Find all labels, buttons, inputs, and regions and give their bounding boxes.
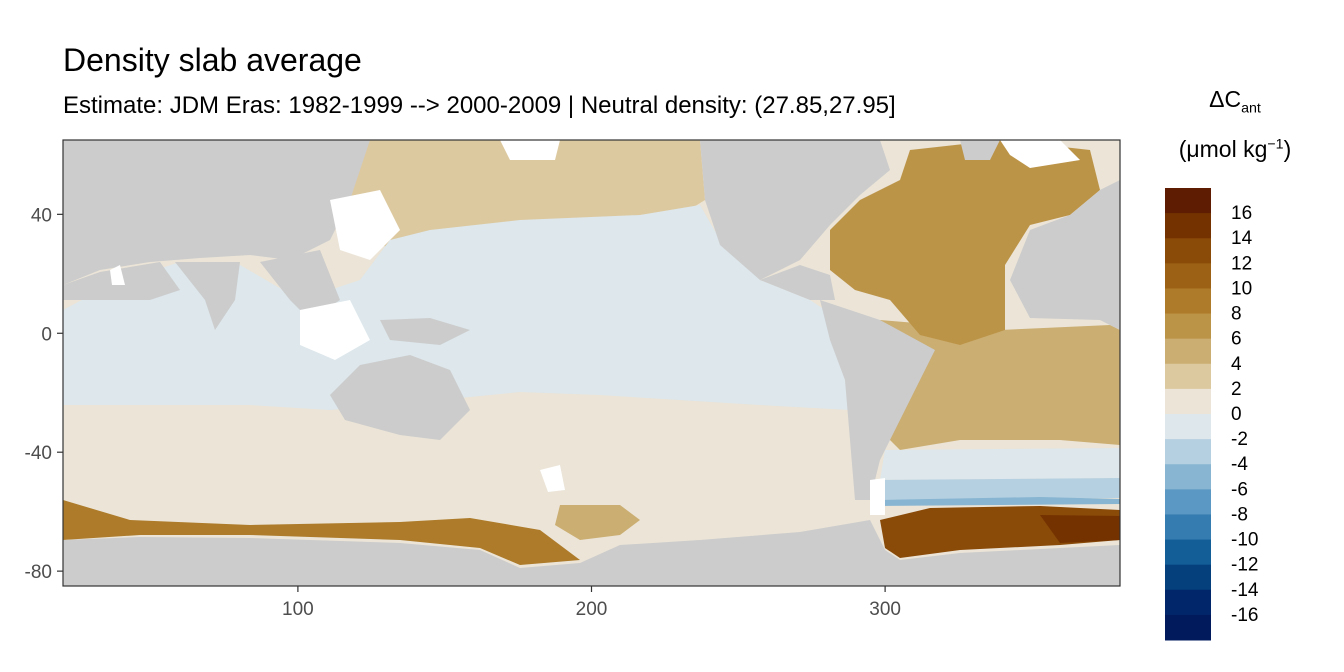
chart-subtitle: Estimate: JDM Eras: 1982-1999 --> 2000-2…	[63, 92, 896, 119]
legend-unit: (μmol kg−1)	[1160, 136, 1310, 163]
legend-swatch	[1165, 313, 1211, 340]
land	[63, 140, 1120, 586]
x-tick-label: 300	[869, 599, 901, 620]
legend-label: -4	[1231, 454, 1248, 475]
legend-label: 0	[1231, 404, 1242, 425]
legend-label: -8	[1231, 504, 1248, 525]
legend-swatch	[1165, 464, 1211, 490]
region-tropical-indo-pacific	[63, 205, 860, 410]
legend-swatch	[1165, 263, 1211, 289]
legend-swatch	[1165, 564, 1211, 591]
x-axis: 100 200 300	[282, 586, 901, 620]
legend-swatch	[1165, 539, 1211, 566]
legend-label: -6	[1231, 479, 1248, 500]
y-tick-label: 0	[41, 324, 52, 345]
legend-swatch	[1165, 338, 1211, 365]
legend-swatch	[1165, 288, 1211, 315]
legend-label: 6	[1231, 329, 1242, 350]
legend-label: 8	[1231, 304, 1242, 325]
legend-unit-suffix: )	[1283, 136, 1292, 162]
legend-swatch	[1165, 388, 1211, 415]
legend-unit-sup: −1	[1267, 136, 1284, 153]
legend: 16 14 12 10 8 6 4 2 0 -2 -4 -6 -8 -10 -12 -14 -16	[1165, 188, 1259, 641]
y-tick-label: 40	[31, 205, 52, 226]
no-data	[110, 140, 1080, 515]
region-weddell-band-light	[880, 448, 1120, 480]
legend-title-main: ΔC	[1209, 86, 1242, 112]
legend-label: 12	[1231, 253, 1252, 274]
region-weddell-band-dark	[878, 497, 1120, 506]
chart-title: Density slab average	[63, 42, 362, 78]
legend-label: 4	[1231, 354, 1242, 375]
legend-swatch	[1165, 188, 1211, 214]
legend-label: 2	[1231, 379, 1242, 400]
region-ross-sea	[555, 505, 640, 540]
legend-label: -12	[1231, 555, 1258, 576]
legend-swatch	[1165, 238, 1211, 264]
legend-swatch	[1165, 614, 1211, 641]
y-tick-label: -40	[25, 443, 52, 464]
legend-label: 14	[1231, 228, 1253, 249]
legend-label: -2	[1231, 429, 1248, 450]
legend-swatch	[1165, 514, 1211, 541]
legend-swatch	[1165, 414, 1211, 440]
y-axis: 40 0 -40 -80	[25, 205, 63, 583]
legend-title: ΔCant	[1160, 86, 1310, 117]
x-tick-label: 100	[282, 599, 314, 620]
legend-label: -14	[1231, 580, 1259, 601]
legend-label: 16	[1231, 203, 1252, 224]
legend-swatch	[1165, 213, 1211, 239]
x-tick-label: 200	[576, 599, 608, 620]
y-tick-label: -80	[25, 562, 52, 583]
region-antarctic-margin	[63, 500, 580, 565]
legend-title-sub: ant	[1241, 100, 1261, 117]
legend-label: -10	[1231, 530, 1258, 551]
region-weddell-band	[878, 478, 1120, 500]
legend-swatch	[1165, 489, 1211, 515]
region-north-atlantic	[830, 140, 1100, 345]
legend-swatch	[1165, 363, 1211, 390]
legend-label: -16	[1231, 605, 1258, 626]
legend-label: 10	[1231, 278, 1252, 299]
legend-swatch	[1165, 439, 1211, 465]
region-weddell-shelf-dark	[1040, 515, 1120, 543]
legend-unit-prefix: (μmol kg	[1178, 136, 1268, 162]
map-layer	[63, 140, 1120, 586]
legend-swatch	[1165, 589, 1211, 616]
